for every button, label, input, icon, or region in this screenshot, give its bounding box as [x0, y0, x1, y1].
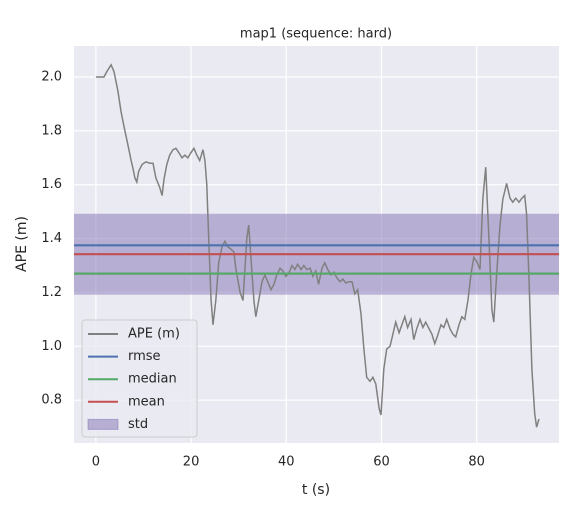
- x-axis-label: t (s): [302, 482, 330, 498]
- y-tick-label: 0.8: [41, 393, 62, 408]
- legend-label: mean: [128, 394, 165, 409]
- y-tick-label: 1.4: [41, 231, 62, 246]
- y-tick-label: 1.8: [41, 123, 62, 138]
- x-tick-label: 20: [183, 455, 200, 470]
- legend-swatch: [87, 418, 119, 430]
- legend-label: APE (m): [128, 327, 180, 342]
- x-tick-label: 40: [278, 455, 295, 470]
- legend-label: std: [128, 417, 148, 432]
- y-tick-label: 1.2: [41, 285, 62, 300]
- x-tick-label: 0: [92, 455, 100, 470]
- chart-title: map1 (sequence: hard): [240, 27, 392, 42]
- y-axis-label: APE (m): [14, 216, 30, 272]
- x-tick-label: 80: [468, 455, 485, 470]
- legend-label: rmse: [128, 349, 161, 364]
- x-tick-label: 60: [373, 455, 390, 470]
- legend-box: [81, 319, 198, 438]
- y-tick-label: 2.0: [41, 69, 62, 84]
- y-tick-label: 1.6: [41, 177, 62, 192]
- y-tick-label: 1.0: [41, 339, 62, 354]
- legend-label: median: [128, 372, 177, 387]
- ape-line: [95, 63, 540, 428]
